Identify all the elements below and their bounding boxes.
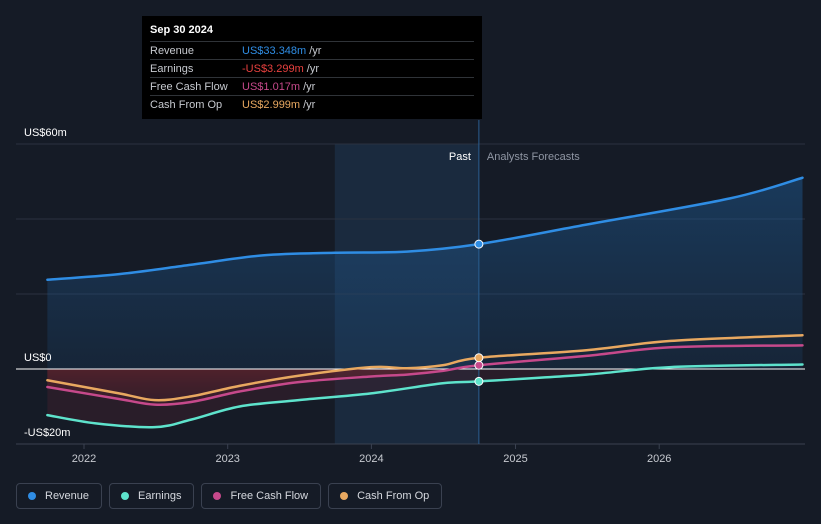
legend-item-cash-from-op[interactable]: Cash From Op: [328, 483, 443, 509]
legend-label: Earnings: [138, 490, 182, 502]
revenue-area: [47, 177, 803, 369]
x-tick-label: 2022: [72, 453, 96, 465]
tooltip-label: Cash From Op: [150, 98, 223, 111]
tooltip-label: Free Cash Flow: [150, 80, 228, 93]
tooltip-label: Revenue: [150, 44, 195, 57]
tooltip-value: US$1.017m: [242, 80, 301, 93]
marker-free-cash-flow: [474, 360, 484, 370]
tooltip-row-cash-from-op: Cash From Op US$2.999m /yr: [150, 95, 474, 113]
y-tick-label: US$0: [24, 352, 52, 364]
legend-item-earnings[interactable]: Earnings: [109, 483, 195, 509]
earnings-dot-icon: [121, 492, 130, 500]
x-tick-label: 2025: [503, 453, 527, 465]
legend: Revenue Earnings Free Cash Flow Cash Fro…: [16, 483, 443, 509]
tooltip: Sep 30 2024 Revenue US$33.348m /yr Earni…: [142, 16, 482, 119]
free-cash-flow-dot-icon: [213, 492, 222, 500]
legend-label: Free Cash Flow: [230, 490, 309, 502]
tooltip-label: Earnings: [150, 62, 194, 75]
legend-item-free-cash-flow[interactable]: Free Cash Flow: [201, 483, 322, 509]
tooltip-row-free-cash-flow: Free Cash Flow US$1.017m /yr: [150, 77, 474, 95]
legend-label: Revenue: [45, 490, 90, 502]
earnings-negative-area: [47, 369, 803, 428]
tooltip-value: US$2.999m: [242, 98, 301, 111]
tooltip-row-earnings: Earnings -US$3.299m /yr: [150, 59, 474, 77]
free-cash-flow-line: [46, 344, 804, 406]
tooltip-value: -US$3.299m: [242, 62, 304, 75]
y-tick-label: -US$20m: [24, 427, 70, 439]
x-tick-label: 2023: [215, 453, 239, 465]
legend-item-revenue[interactable]: Revenue: [16, 483, 103, 509]
legend-label: Cash From Op: [357, 490, 430, 502]
marker-cash-from-op: [474, 353, 484, 363]
x-tick-label: 2024: [359, 453, 383, 465]
marker-earnings: [474, 376, 484, 386]
tooltip-unit: /yr: [309, 44, 322, 57]
revenue-line: [46, 176, 804, 281]
x-tick-label: 2026: [647, 453, 671, 465]
past-label: Past: [449, 151, 471, 163]
cash-from-op-line: [46, 334, 804, 402]
y-tick-label: US$60m: [24, 127, 67, 139]
forecast-label: Analysts Forecasts: [487, 151, 580, 163]
cash-from-op-dot-icon: [340, 492, 349, 500]
tooltip-unit: /yr: [306, 62, 319, 75]
marker-revenue: [474, 239, 484, 249]
tooltip-row-revenue: Revenue US$33.348m /yr: [150, 41, 474, 59]
tooltip-unit: /yr: [303, 98, 316, 111]
tooltip-value: US$33.348m: [242, 44, 307, 57]
revenue-dot-icon: [28, 492, 36, 500]
earnings-line: [46, 363, 804, 429]
tooltip-date: Sep 30 2024: [150, 24, 213, 36]
tooltip-unit: /yr: [303, 80, 316, 93]
